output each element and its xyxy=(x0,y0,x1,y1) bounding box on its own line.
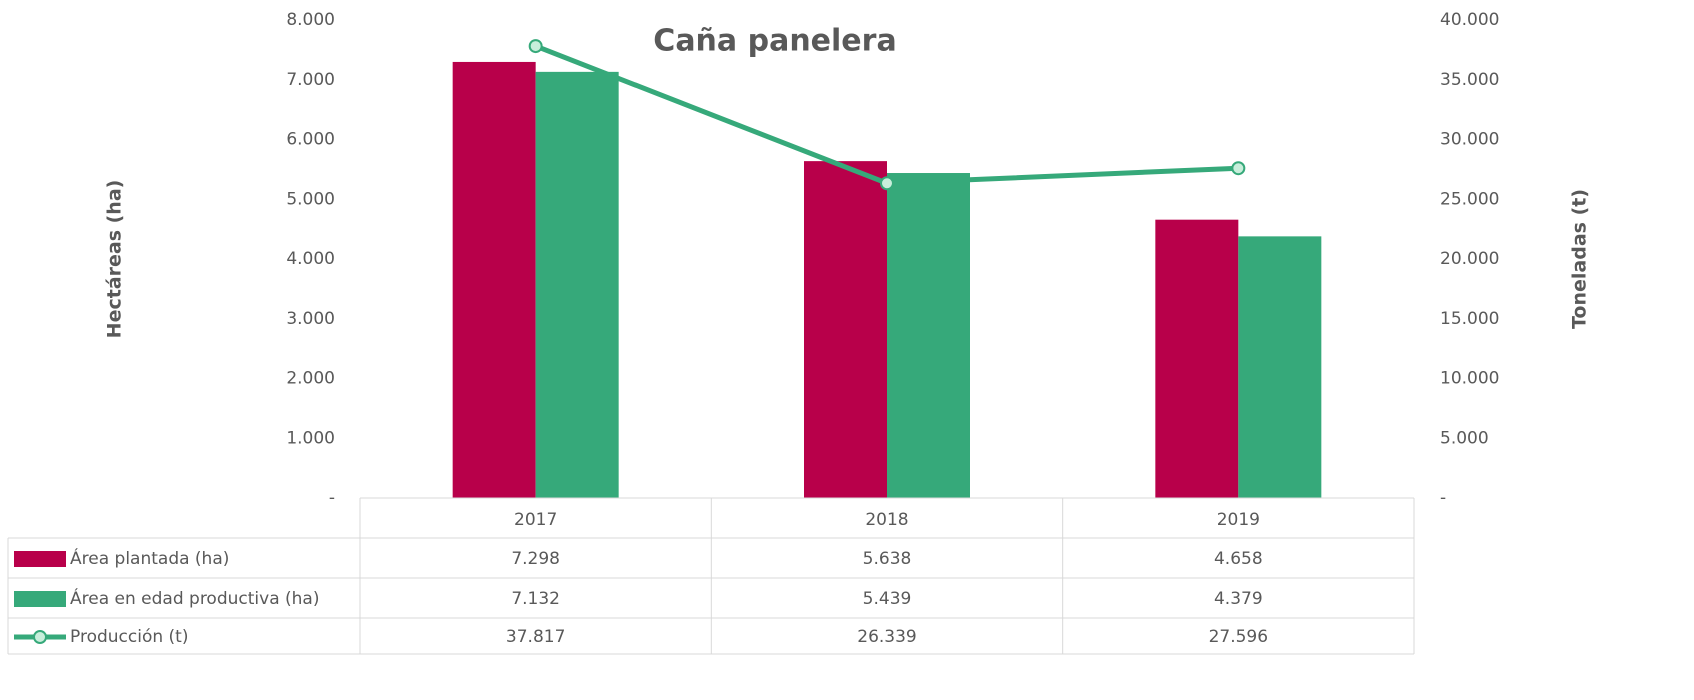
table-value: 26.339 xyxy=(857,627,916,647)
bar xyxy=(887,173,970,498)
legend-label: Área plantada (ha) xyxy=(70,547,229,569)
x-tick-label: 2018 xyxy=(865,510,908,530)
line-marker xyxy=(528,39,543,54)
y2-tick-label: 5.000 xyxy=(1440,428,1489,448)
y2-tick-label: 30.000 xyxy=(1440,130,1499,150)
table-value: 37.817 xyxy=(506,627,565,647)
line-marker xyxy=(880,176,894,191)
table-value: 4.658 xyxy=(1214,549,1263,569)
y-axis-title: Hectáreas (ha) xyxy=(104,180,126,339)
table-value: 5.439 xyxy=(863,589,912,609)
y2-tick-label: 15.000 xyxy=(1440,309,1499,329)
legend-label: Producción (t) xyxy=(70,627,188,647)
y-tick-label: 3.000 xyxy=(286,309,335,329)
bar xyxy=(535,71,619,498)
y2-tick-label: - xyxy=(1440,488,1446,508)
table-value: 5.638 xyxy=(863,549,912,569)
line-marker xyxy=(1231,161,1246,176)
y-tick-label: 6.000 xyxy=(286,130,335,150)
y-tick-label: - xyxy=(329,488,335,508)
bar xyxy=(452,61,536,499)
bar xyxy=(1155,219,1239,498)
y-tick-label: 2.000 xyxy=(286,369,335,389)
bar xyxy=(804,161,887,498)
y2-tick-label: 40.000 xyxy=(1440,10,1499,30)
x-tick-label: 2019 xyxy=(1217,510,1260,530)
y2-tick-label: 25.000 xyxy=(1440,189,1499,209)
y-tick-label: 1.000 xyxy=(286,428,335,448)
y2-tick-label: 20.000 xyxy=(1440,249,1499,269)
legend-key xyxy=(14,551,66,567)
y-tick-label: 4.000 xyxy=(286,249,335,269)
y-tick-label: 8.000 xyxy=(286,10,335,30)
x-tick-label: 2017 xyxy=(514,510,557,530)
chart-title: Caña panelera xyxy=(653,24,896,59)
legend-key xyxy=(33,630,47,644)
legend-label: Área en edad productiva (ha) xyxy=(70,587,319,609)
table-value: 27.596 xyxy=(1209,627,1268,647)
y-tick-label: 7.000 xyxy=(286,70,335,90)
table-value: 4.379 xyxy=(1214,589,1263,609)
legend-key xyxy=(14,591,66,607)
table-value: 7.298 xyxy=(511,549,560,569)
y2-tick-label: 10.000 xyxy=(1440,369,1499,389)
table-value: 7.132 xyxy=(511,589,560,609)
y2-tick-label: 35.000 xyxy=(1440,70,1499,90)
bar xyxy=(1238,236,1322,499)
y-tick-label: 5.000 xyxy=(286,189,335,209)
y2-axis-title: Toneladas (t) xyxy=(1569,189,1591,329)
